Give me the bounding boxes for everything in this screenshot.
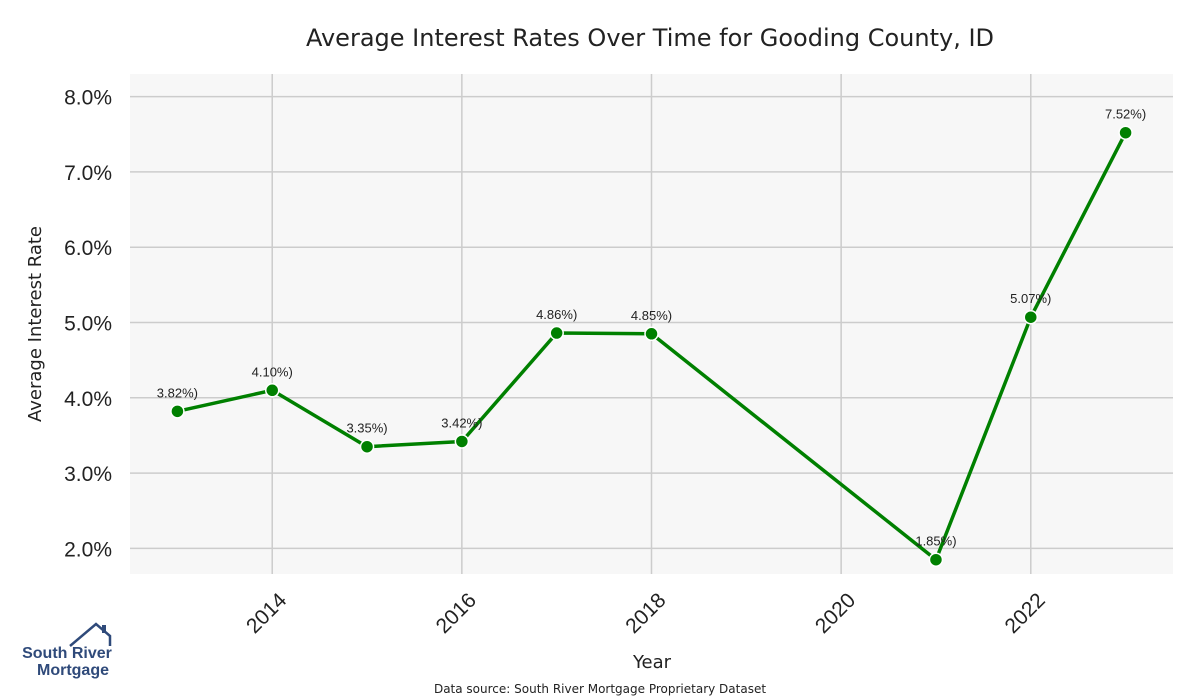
data-points	[170, 125, 1133, 567]
y-axis-label: Average Interest Rate	[25, 226, 46, 422]
x-tick-label: 2018	[621, 589, 670, 638]
x-tick-label: 2022	[1001, 589, 1050, 638]
data-label: 3.42%)	[441, 415, 482, 430]
data-point	[170, 404, 185, 419]
y-axis-ticks: 2.0% 3.0% 4.0% 5.0% 6.0% 7.0% 8.0%	[64, 87, 112, 562]
x-tick-label: 2014	[242, 589, 292, 639]
data-label: 4.86%)	[536, 307, 577, 322]
brand-logo: South River Mortgage	[22, 622, 112, 679]
data-source-note: Data source: South River Mortgage Propri…	[434, 682, 766, 696]
data-point	[549, 325, 564, 341]
x-axis-ticks: 2014 2016 2018 2020 2022	[242, 589, 1050, 639]
y-tick-label: 2.0%	[64, 538, 112, 561]
data-point	[928, 552, 944, 567]
logo-line-2: Mortgage	[37, 662, 109, 679]
x-axis-label: Year	[632, 652, 672, 673]
data-point	[264, 383, 280, 398]
data-point	[1118, 125, 1133, 140]
data-label: 3.35%)	[346, 421, 387, 436]
y-tick-label: 8.0%	[64, 87, 112, 110]
data-point	[359, 439, 375, 454]
x-tick-label: 2016	[432, 589, 481, 638]
data-label: 4.10%)	[252, 364, 293, 379]
data-label: 5.07%)	[1010, 291, 1051, 306]
data-labels: 3.82%) 4.10%) 3.35%) 3.42%) 4.86%) 4.85%) 1.85…	[157, 107, 1146, 549]
data-label: 3.82%)	[157, 385, 198, 400]
house-chimney-icon	[102, 625, 106, 633]
data-point	[644, 326, 659, 342]
data-point	[454, 434, 470, 449]
data-label: 4.85%)	[631, 308, 672, 323]
logo-line-1: South River	[22, 645, 112, 662]
data-label: 7.52%)	[1105, 107, 1146, 122]
x-tick-label: 2020	[811, 589, 860, 638]
y-tick-label: 3.0%	[64, 463, 112, 486]
grid-lines	[130, 74, 1173, 574]
y-tick-label: 4.0%	[64, 388, 112, 411]
y-tick-label: 5.0%	[64, 312, 112, 335]
y-tick-label: 7.0%	[64, 162, 112, 185]
data-point	[1023, 309, 1039, 325]
data-label: 1.85%)	[915, 534, 956, 549]
y-tick-label: 6.0%	[64, 237, 112, 260]
chart-title: Average Interest Rates Over Time for Goo…	[306, 24, 994, 52]
